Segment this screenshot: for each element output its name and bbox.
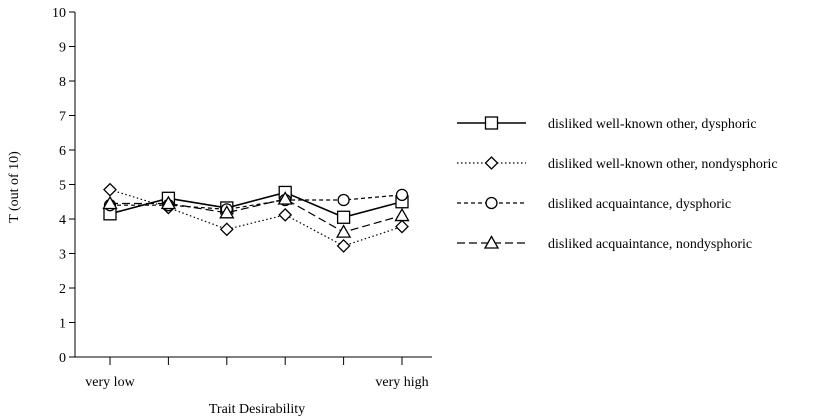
data-point-triangle [335,224,352,238]
data-point-diamond [395,219,409,234]
y-tick-label: 5 [59,179,66,194]
data-point-triangle [277,191,293,205]
legend: disliked well-known other, dysphoric disl… [457,116,778,252]
data-point-circle [395,188,409,202]
y-tick-label: 1 [59,317,66,332]
data-point-triangle [160,195,177,210]
y-tick-label: 4 [59,213,66,228]
legend-label: disliked well-known other, dysphoric [548,117,757,132]
data-point-triangle [219,204,235,219]
series-line [109,189,403,247]
series-line [109,191,403,219]
legend-marker-square [484,116,499,130]
data-point-triangle [394,207,410,222]
y-tick-label: 2 [59,282,66,297]
legend-item: disliked acquaintance, nondysphoric [457,235,752,252]
series-line [110,198,403,233]
data-point-diamond [336,238,351,253]
data-point-triangle [102,195,118,210]
legend-item: disliked well-known other, dysphoric [457,116,757,132]
legend-marker-triangle [483,235,500,249]
y-axis-label: T (out of 10) [7,151,22,223]
data-point-circle [337,193,350,207]
x-axis-label: Trait Desirability [209,402,305,417]
x-tick-label: very low [85,375,135,390]
y-tick-label: 3 [59,248,66,263]
y-tick-label: 10 [52,6,66,21]
legend-item: disliked well-known other, nondysphoric [457,156,778,172]
series-square [103,185,409,224]
legend-item: disliked acquaintance, dysphoric [457,196,731,212]
data-point-diamond [278,207,293,222]
y-tick-label: 0 [59,351,66,366]
legend-marker-circle [485,196,498,210]
legend-label: disliked acquaintance, dysphoric [548,197,731,212]
legend-label: disliked acquaintance, nondysphoric [548,237,752,252]
x-tick-label: very high [375,375,428,390]
legend-marker-diamond [484,156,499,170]
axes: 0 1 2 3 4 5 6 7 8 9 10 very low very high [52,6,432,390]
series-circle [103,188,409,216]
y-tick-label: 6 [59,144,66,159]
y-tick-label: 7 [59,110,66,125]
y-tick-label: 8 [59,75,66,90]
legend-label: disliked well-known other, nondysphoric [548,157,778,172]
series-layer [102,182,410,253]
data-point-square [336,210,351,224]
data-point-diamond [103,182,117,197]
series-diamond [103,182,409,253]
y-tick-label: 9 [59,41,66,56]
series-triangle [102,191,410,238]
data-point-diamond [219,222,234,237]
